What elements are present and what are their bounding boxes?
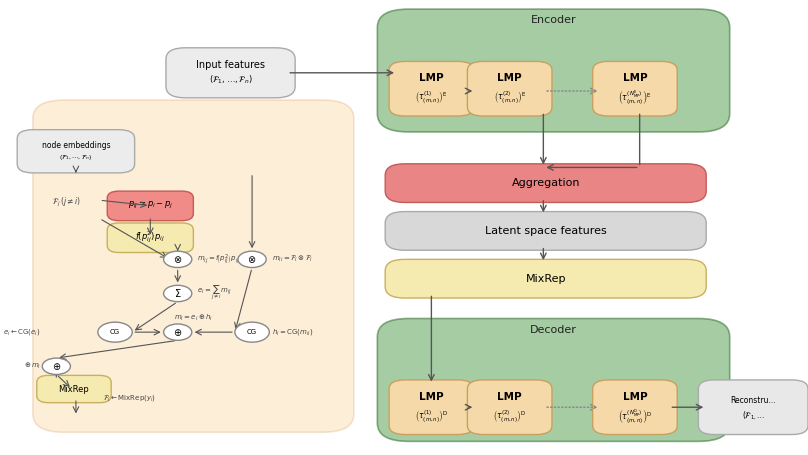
Text: LMP: LMP xyxy=(623,392,647,402)
FancyBboxPatch shape xyxy=(385,164,706,202)
FancyBboxPatch shape xyxy=(377,9,730,132)
Text: MixRep: MixRep xyxy=(59,384,90,394)
Text: $e_i = \sum_{j \neq i} m_{ij}$: $e_i = \sum_{j \neq i} m_{ij}$ xyxy=(197,284,232,303)
FancyBboxPatch shape xyxy=(385,259,706,298)
Text: $\Sigma$: $\Sigma$ xyxy=(174,288,182,299)
Circle shape xyxy=(163,251,191,268)
FancyBboxPatch shape xyxy=(389,380,473,435)
Text: $e_i \leftarrow \mathrm{CG}(e_i)$: $e_i \leftarrow \mathrm{CG}(e_i)$ xyxy=(3,327,40,337)
Text: ($\mathcal{F}_1,\ldots,\mathcal{F}_n$): ($\mathcal{F}_1,\ldots,\mathcal{F}_n$) xyxy=(208,74,252,86)
Text: $\mathcal{F}_j\,(j \neq i)$: $\mathcal{F}_j\,(j \neq i)$ xyxy=(53,196,82,209)
Text: $\left(\tau^{(2)}_{(m,n)}\right)^\mathrm{D}$: $\left(\tau^{(2)}_{(m,n)}\right)^\mathrm… xyxy=(493,408,526,425)
FancyBboxPatch shape xyxy=(37,375,112,403)
FancyBboxPatch shape xyxy=(107,191,193,221)
Circle shape xyxy=(235,322,269,342)
Text: $\left(\tau^{(N^\mathrm{D}_\mathrm{MP})}_{(m,n)}\right)^\mathrm{D}$: $\left(\tau^{(N^\mathrm{D}_\mathrm{MP})}… xyxy=(618,407,652,426)
Text: Aggregation: Aggregation xyxy=(511,178,580,188)
Text: Encoder: Encoder xyxy=(531,15,576,25)
Text: $\oplus$: $\oplus$ xyxy=(173,327,183,338)
Text: LMP: LMP xyxy=(498,73,522,83)
Text: $h_i = \mathrm{CG}(m_{ii})$: $h_i = \mathrm{CG}(m_{ii})$ xyxy=(271,327,314,337)
Text: Decoder: Decoder xyxy=(530,325,577,335)
Circle shape xyxy=(163,285,191,302)
Text: $\left(\tau^{(1)}_{(m,n)}\right)^\mathrm{D}$: $\left(\tau^{(1)}_{(m,n)}\right)^\mathrm… xyxy=(415,408,448,425)
Text: $\left(\tau^{(1)}_{(m,n)}\right)^\mathrm{E}$: $\left(\tau^{(1)}_{(m,n)}\right)^\mathrm… xyxy=(415,90,448,106)
Circle shape xyxy=(238,251,266,268)
FancyBboxPatch shape xyxy=(593,380,677,435)
FancyBboxPatch shape xyxy=(107,223,193,253)
FancyBboxPatch shape xyxy=(698,380,808,435)
Text: $m_{ij} = f\!\left(p^2_{ij}\right)p_{ij} \otimes \mathcal{F}_j$: $m_{ij} = f\!\left(p^2_{ij}\right)p_{ij}… xyxy=(197,252,255,267)
FancyBboxPatch shape xyxy=(467,380,552,435)
Text: $\left(\tau^{(N^\mathrm{E}_\mathrm{MP})}_{(m,n)}\right)^\mathrm{E}$: $\left(\tau^{(N^\mathrm{E}_\mathrm{MP})}… xyxy=(618,88,652,107)
Text: $f(p^2_{ij})p_{ij}$: $f(p^2_{ij})p_{ij}$ xyxy=(136,230,165,246)
Text: $(\mathcal{F}_{1,}\ldots$: $(\mathcal{F}_{1,}\ldots$ xyxy=(742,410,764,422)
Text: $\otimes$: $\otimes$ xyxy=(173,254,183,265)
Circle shape xyxy=(163,324,191,340)
Text: LMP: LMP xyxy=(419,392,444,402)
Text: LMP: LMP xyxy=(419,73,444,83)
Text: node embeddings: node embeddings xyxy=(41,141,110,150)
FancyBboxPatch shape xyxy=(385,212,706,250)
Circle shape xyxy=(98,322,133,342)
Text: CG: CG xyxy=(247,329,257,335)
Text: $m_i = e_i \oplus h_i$: $m_i = e_i \oplus h_i$ xyxy=(174,313,213,323)
Text: LMP: LMP xyxy=(623,73,647,83)
Text: $\oplus$: $\oplus$ xyxy=(52,361,61,372)
FancyBboxPatch shape xyxy=(166,48,295,98)
FancyBboxPatch shape xyxy=(33,100,354,432)
Text: CG: CG xyxy=(110,329,120,335)
Text: LMP: LMP xyxy=(498,392,522,402)
Text: $m_{ii} = \mathcal{F}_i \otimes \mathcal{F}_i$: $m_{ii} = \mathcal{F}_i \otimes \mathcal… xyxy=(271,254,313,264)
Text: Input features: Input features xyxy=(196,61,265,71)
FancyBboxPatch shape xyxy=(377,318,730,441)
Text: Reconstru...: Reconstru... xyxy=(730,396,776,405)
FancyBboxPatch shape xyxy=(467,61,552,116)
Text: $p_{ij} = p_i - p_j$: $p_{ij} = p_i - p_j$ xyxy=(128,200,173,212)
FancyBboxPatch shape xyxy=(389,61,473,116)
Text: $\mathcal{F}_i \leftarrow \mathrm{MixRep}(y_i)$: $\mathcal{F}_i \leftarrow \mathrm{MixRep… xyxy=(103,393,157,403)
FancyBboxPatch shape xyxy=(17,130,135,173)
Text: MixRep: MixRep xyxy=(525,274,566,283)
Text: ($\mathcal{F}_1,\cdots,\mathcal{F}_n$): ($\mathcal{F}_1,\cdots,\mathcal{F}_n$) xyxy=(59,153,92,162)
Text: $\oplus\, m_i$: $\oplus\, m_i$ xyxy=(23,361,40,371)
FancyBboxPatch shape xyxy=(593,61,677,116)
Circle shape xyxy=(42,358,70,374)
Text: $\left(\tau^{(2)}_{(m,n)}\right)^\mathrm{E}$: $\left(\tau^{(2)}_{(m,n)}\right)^\mathrm… xyxy=(494,90,526,106)
Text: $\otimes$: $\otimes$ xyxy=(247,254,257,265)
Text: Latent space features: Latent space features xyxy=(485,226,607,236)
